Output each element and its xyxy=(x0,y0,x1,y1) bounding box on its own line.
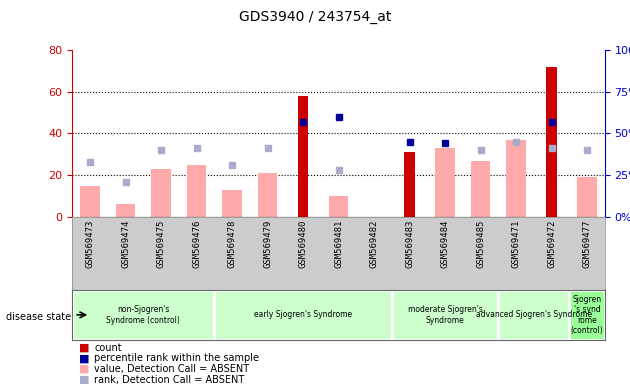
Text: ■: ■ xyxy=(79,375,89,384)
Text: non-Sjogren's
Syndrome (control): non-Sjogren's Syndrome (control) xyxy=(106,305,180,324)
Bar xyxy=(404,152,415,217)
Text: disease state: disease state xyxy=(6,312,71,322)
Bar xyxy=(329,196,348,217)
Text: GSM569479: GSM569479 xyxy=(263,220,272,268)
Text: ■: ■ xyxy=(79,353,89,363)
Bar xyxy=(116,204,135,217)
Text: GSM569478: GSM569478 xyxy=(227,220,237,268)
Text: moderate Sjogren's
Syndrome: moderate Sjogren's Syndrome xyxy=(408,305,483,324)
Text: GSM569483: GSM569483 xyxy=(405,220,414,268)
Text: percentile rank within the sample: percentile rank within the sample xyxy=(94,353,260,363)
Bar xyxy=(570,290,605,340)
Bar xyxy=(187,165,207,217)
Text: GSM569471: GSM569471 xyxy=(512,220,520,268)
Text: ■: ■ xyxy=(79,364,89,374)
Text: GSM569475: GSM569475 xyxy=(157,220,166,268)
Text: ■: ■ xyxy=(79,343,89,353)
Bar xyxy=(546,67,557,217)
Bar xyxy=(214,290,392,340)
Text: GSM569485: GSM569485 xyxy=(476,220,485,268)
Text: GSM569472: GSM569472 xyxy=(547,220,556,268)
Bar xyxy=(151,169,171,217)
Text: GSM569484: GSM569484 xyxy=(440,220,450,268)
Text: count: count xyxy=(94,343,122,353)
Text: GSM569476: GSM569476 xyxy=(192,220,201,268)
Text: GSM569481: GSM569481 xyxy=(334,220,343,268)
Bar xyxy=(435,148,455,217)
Text: GSM569480: GSM569480 xyxy=(299,220,307,268)
Text: GDS3940 / 243754_at: GDS3940 / 243754_at xyxy=(239,10,391,23)
Text: Sjogren
's synd
rome
(control): Sjogren 's synd rome (control) xyxy=(571,295,604,335)
Text: advanced Sjogren's Syndrome: advanced Sjogren's Syndrome xyxy=(476,310,592,319)
Text: GSM569473: GSM569473 xyxy=(86,220,94,268)
Text: early Sjogren's Syndrome: early Sjogren's Syndrome xyxy=(254,310,352,319)
Text: rank, Detection Call = ABSENT: rank, Detection Call = ABSENT xyxy=(94,375,244,384)
Bar xyxy=(507,140,526,217)
Text: value, Detection Call = ABSENT: value, Detection Call = ABSENT xyxy=(94,364,249,374)
Text: GSM569477: GSM569477 xyxy=(583,220,592,268)
Bar xyxy=(498,290,570,340)
Bar xyxy=(72,290,214,340)
Bar xyxy=(392,290,498,340)
Bar xyxy=(258,173,277,217)
Bar xyxy=(471,161,490,217)
Text: GSM569482: GSM569482 xyxy=(370,220,379,268)
Bar xyxy=(222,190,242,217)
Bar xyxy=(298,96,309,217)
Bar xyxy=(81,185,100,217)
Bar xyxy=(577,177,597,217)
Text: GSM569474: GSM569474 xyxy=(121,220,130,268)
